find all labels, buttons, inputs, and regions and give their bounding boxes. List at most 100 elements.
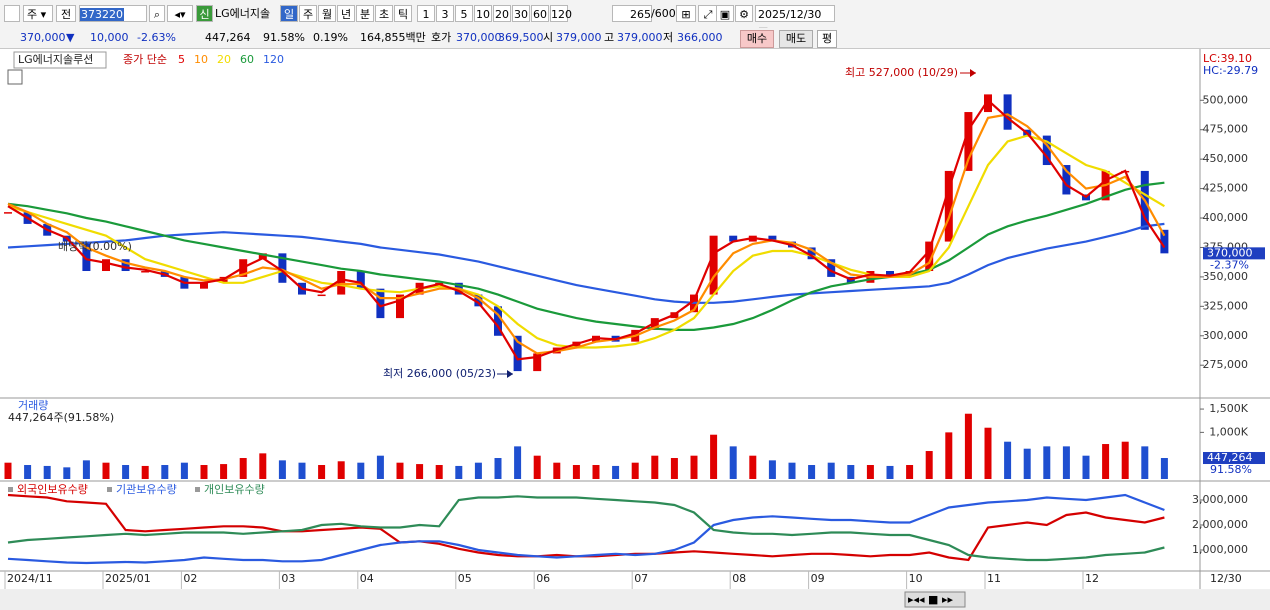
series-line [7, 134, 1165, 349]
menu-icon[interactable] [4, 5, 20, 22]
toolbar-button[interactable]: 일 [280, 5, 298, 22]
candle [827, 259, 836, 277]
search-button[interactable]: ⌕ [149, 5, 165, 22]
volume-bar [710, 434, 718, 479]
market-select[interactable]: 주 ▾ [23, 5, 53, 22]
chart-bg [0, 49, 1270, 589]
prev-button[interactable]: 전 [56, 5, 76, 22]
volume-bar [396, 462, 404, 479]
volume-bar [298, 462, 306, 479]
candle [494, 306, 502, 336]
y-tick-label: 1,500K [1209, 402, 1248, 415]
series-line [7, 493, 1165, 565]
toolbar-button[interactable]: 30 [512, 5, 530, 22]
volume-bar [337, 461, 345, 479]
volume-bar [514, 446, 522, 479]
legend-entry: 기관보유수량 [116, 483, 177, 496]
volume-bar [670, 458, 678, 479]
date-text: 2025/12/30 [758, 8, 822, 21]
toolbar-button[interactable]: 1 [417, 5, 435, 22]
candle [200, 282, 208, 289]
volume-bar [435, 465, 443, 479]
volume-bar [259, 453, 267, 479]
toolbar-button[interactable]: 60 [531, 5, 549, 22]
toolbar-button[interactable]: 월 [318, 5, 336, 22]
series-line [7, 495, 1165, 562]
candle [886, 271, 894, 277]
volume-bar [474, 462, 482, 479]
volume-bar [690, 455, 698, 479]
avg-button[interactable]: 평 [817, 30, 837, 48]
toolbar-button[interactable]: 10 [474, 5, 492, 22]
low-note: 최저 266,000 (05/23) [383, 367, 496, 380]
volume-bar [768, 460, 776, 479]
volume-bar [749, 455, 757, 479]
toolbar-button[interactable]: 틱 [394, 5, 412, 22]
volume-bar [945, 432, 953, 479]
toolbar-button[interactable]: 3 [436, 5, 454, 22]
toolbar-button[interactable]: 5 [455, 5, 473, 22]
x-tick-label: 03 [281, 572, 295, 585]
buy-button[interactable]: 매수 [740, 30, 774, 48]
legend-entry: 외국인보유수량 [17, 483, 88, 496]
arrow: ▼ [66, 31, 75, 44]
title-box [13, 51, 107, 69]
volume-bar [788, 462, 796, 479]
open-label: 시 [543, 31, 554, 44]
candle [1160, 229, 1169, 254]
volume-bar [1160, 458, 1168, 479]
high-label: 고 [604, 31, 615, 44]
y-tick-label: 500,000 [1203, 93, 1249, 106]
legend-entry: 10 [194, 53, 208, 66]
nav-buttons[interactable] [904, 591, 966, 608]
new-badge: 신 [196, 5, 213, 22]
y-tick-label: 1,000,000 [1192, 543, 1248, 556]
x-tick-label: 02 [183, 572, 197, 585]
volume-bar [494, 458, 502, 479]
volume-bar [553, 462, 561, 479]
settings-icon[interactable]: ⚙ [735, 5, 753, 22]
open: 379,000 [556, 31, 602, 44]
nav-icons: ▸◂◂ ■ ▸▸ [908, 593, 953, 606]
turnover: 0.19% [313, 31, 348, 44]
save-icon[interactable]: ▣ [716, 5, 734, 22]
volume-bar [1004, 441, 1012, 479]
high: 379,000 [617, 31, 663, 44]
arrow-head [970, 69, 976, 77]
scroll-bar[interactable] [0, 590, 1270, 610]
sell-button[interactable]: 매도 [779, 30, 813, 48]
toolbar-button[interactable]: 초 [375, 5, 393, 22]
quote-bar: 370,000 ▼ 10,000 -2.63% 447,264 91.58% 0… [0, 28, 1270, 49]
bid-label: 호가 [431, 31, 452, 44]
candle [4, 212, 12, 214]
volume-bar [239, 458, 247, 479]
toolbar-button[interactable]: 20 [493, 5, 511, 22]
candle [474, 294, 483, 307]
market-text: 주 [27, 8, 38, 21]
date-input[interactable]: 2025/12/30 ▦ [755, 5, 835, 38]
volume-ratio: 91.58% [1210, 463, 1252, 476]
grid-icon[interactable] [7, 69, 23, 85]
change-rate: -2.63% [137, 31, 176, 44]
toolbar-button[interactable]: 분 [356, 5, 374, 22]
x-tick-label: 10 [909, 572, 923, 585]
volume-bar [866, 465, 874, 479]
x-tick-label: 08 [732, 572, 746, 585]
tool-icon[interactable]: ⤢ [698, 5, 718, 22]
toolbar-button[interactable]: 주 [299, 5, 317, 22]
code-input[interactable]: 373220 [79, 5, 147, 22]
x-tick-label: 09 [811, 572, 825, 585]
count-input[interactable]: 265 [612, 5, 652, 22]
toolbar-button[interactable]: 120 [550, 5, 572, 22]
x-tick-label: 12 [1085, 572, 1099, 585]
sound-button[interactable]: ◂▾ [167, 5, 193, 22]
toolbar-button[interactable]: 년 [337, 5, 355, 22]
legend-entry: 5 [178, 53, 185, 66]
panel-subtitle: 447,264주(91.58%) [8, 411, 114, 424]
legend-marker [8, 487, 13, 492]
tool-icon[interactable]: ⊞ [676, 5, 696, 22]
candle [1042, 135, 1051, 166]
volume-bar [455, 465, 463, 479]
volume-bar [161, 465, 169, 479]
